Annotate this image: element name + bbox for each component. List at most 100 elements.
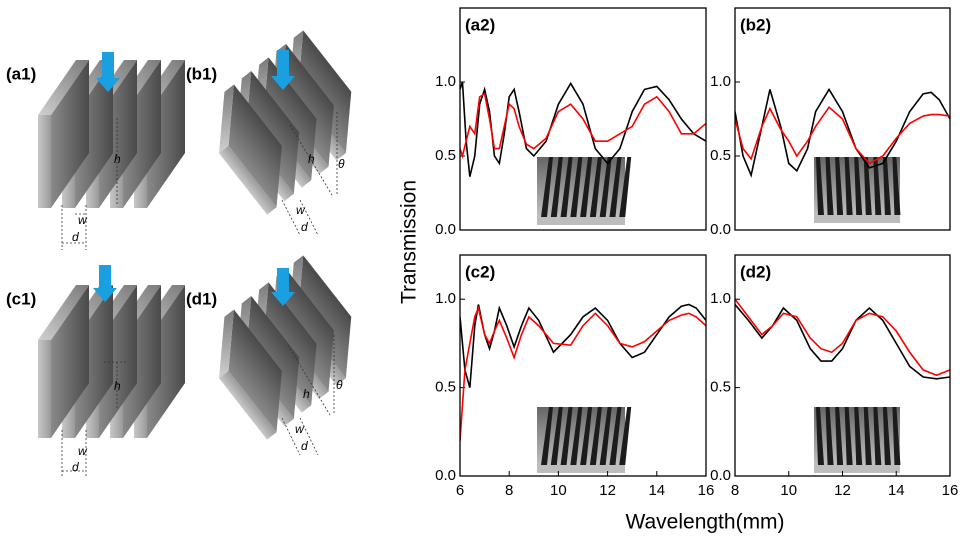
y-tick-label: 0.5: [435, 379, 456, 396]
x-tick-label: 14: [648, 482, 665, 499]
fin-side: [147, 60, 185, 208]
dim-symbol: w: [295, 422, 305, 436]
fin-side: [123, 60, 161, 208]
sem-stripe: [560, 407, 573, 465]
x-tick-label: 12: [834, 482, 851, 499]
y-tick-label: 1.0: [435, 73, 456, 90]
fin-side: [51, 285, 89, 438]
fin-side: [297, 255, 352, 379]
x-tick-label: 14: [888, 482, 905, 499]
fin-side: [147, 285, 185, 438]
incident-arrow: [271, 268, 295, 306]
dim-symbol: w: [78, 444, 88, 458]
sem-stripe: [619, 407, 632, 465]
dim-symbol: h: [114, 152, 121, 166]
sem-stripe: [570, 407, 583, 465]
dimension-line: [299, 417, 319, 456]
y-tick-label: 0.5: [710, 379, 731, 396]
fin-side: [297, 30, 352, 154]
sem-stripe: [550, 157, 563, 217]
sem-stripe: [825, 157, 834, 215]
fin-side: [280, 268, 334, 392]
sem-stripe: [844, 407, 853, 465]
sem-base: [537, 465, 625, 473]
dim-symbol: h: [303, 387, 310, 401]
data-line: [735, 303, 950, 380]
sem-base: [814, 215, 900, 223]
incident-arrow: [96, 52, 120, 92]
fin-side: [245, 70, 300, 194]
sem-stripe: [892, 157, 901, 215]
incident-arrow: [271, 50, 295, 90]
y-tick-label: 0.5: [710, 147, 731, 164]
dim-symbol: h: [114, 379, 121, 393]
sem-image: [537, 157, 632, 225]
fin-side: [263, 57, 317, 181]
sem-stripe: [619, 157, 632, 217]
plot-frame: [734, 7, 951, 231]
x-tick-label: 10: [780, 482, 797, 499]
sem-stripe: [589, 407, 602, 465]
sem-stripe: [560, 157, 573, 217]
schematics: [38, 30, 352, 478]
data-line: [460, 303, 706, 388]
x-tick-label: 10: [550, 482, 567, 499]
dimension-line: [299, 199, 319, 236]
sem-stripe: [835, 407, 844, 465]
dim-symbol: θ: [338, 157, 345, 171]
fin-top: [38, 60, 89, 115]
fin-side: [123, 285, 161, 438]
sem-stripe: [835, 157, 844, 215]
sem-stripe: [541, 157, 553, 217]
y-tick-label: 0.0: [710, 221, 731, 238]
dim-symbol: d: [72, 460, 79, 474]
fin-side: [228, 84, 282, 208]
sem-stripe: [599, 407, 612, 465]
sem-stripe: [863, 407, 872, 465]
sem-stripe: [816, 407, 824, 465]
y-tick-label: 1.0: [710, 290, 731, 307]
x-tick-label: 12: [599, 482, 616, 499]
sem-stripe: [844, 157, 853, 215]
fin-top: [219, 309, 234, 379]
x-axis-title: Wavelength(mm): [625, 511, 784, 534]
schematic-label: (a1): [6, 64, 36, 83]
fin-side: [228, 309, 282, 433]
y-axis-title: Transmission: [398, 180, 421, 304]
x-tick-label: 6: [456, 482, 464, 499]
sem-stripe: [570, 157, 583, 217]
sem-stripe: [873, 407, 882, 465]
sem-stripe: [589, 157, 602, 217]
x-tick-label: 8: [731, 482, 739, 499]
sem-insets: [537, 157, 901, 473]
sem-image: [814, 407, 901, 473]
sem-image: [537, 407, 632, 473]
y-tick-label: 0.0: [435, 221, 456, 238]
fin-front: [219, 370, 277, 440]
y-tick-label: 1.0: [435, 290, 456, 307]
dim-symbol: d: [72, 230, 79, 244]
fin-side: [263, 282, 317, 406]
dimension-line: [289, 124, 333, 196]
sem-stripe: [580, 407, 593, 465]
panel-title: (d2): [740, 262, 771, 281]
plot-panel: 0.0 0.5 1.0 (b2): [710, 7, 951, 238]
sem-image: [814, 157, 901, 223]
data-line: [735, 298, 950, 377]
fin-side: [280, 43, 334, 167]
dimension-line: [287, 344, 331, 416]
sem-stripe: [854, 157, 863, 215]
fin-front: [219, 145, 277, 215]
incident-arrow: [93, 265, 117, 302]
sem-stripe: [580, 157, 593, 217]
x-tick-label: 16: [942, 482, 959, 499]
fin-side: [75, 285, 113, 438]
data-line: [460, 305, 706, 441]
fin-top: [38, 285, 89, 340]
schematic-a1: [38, 52, 185, 250]
schematic-c1: [38, 265, 185, 478]
data-line: [735, 105, 950, 165]
sem-stripe: [609, 157, 622, 217]
schematic-label: (c1): [6, 289, 36, 308]
